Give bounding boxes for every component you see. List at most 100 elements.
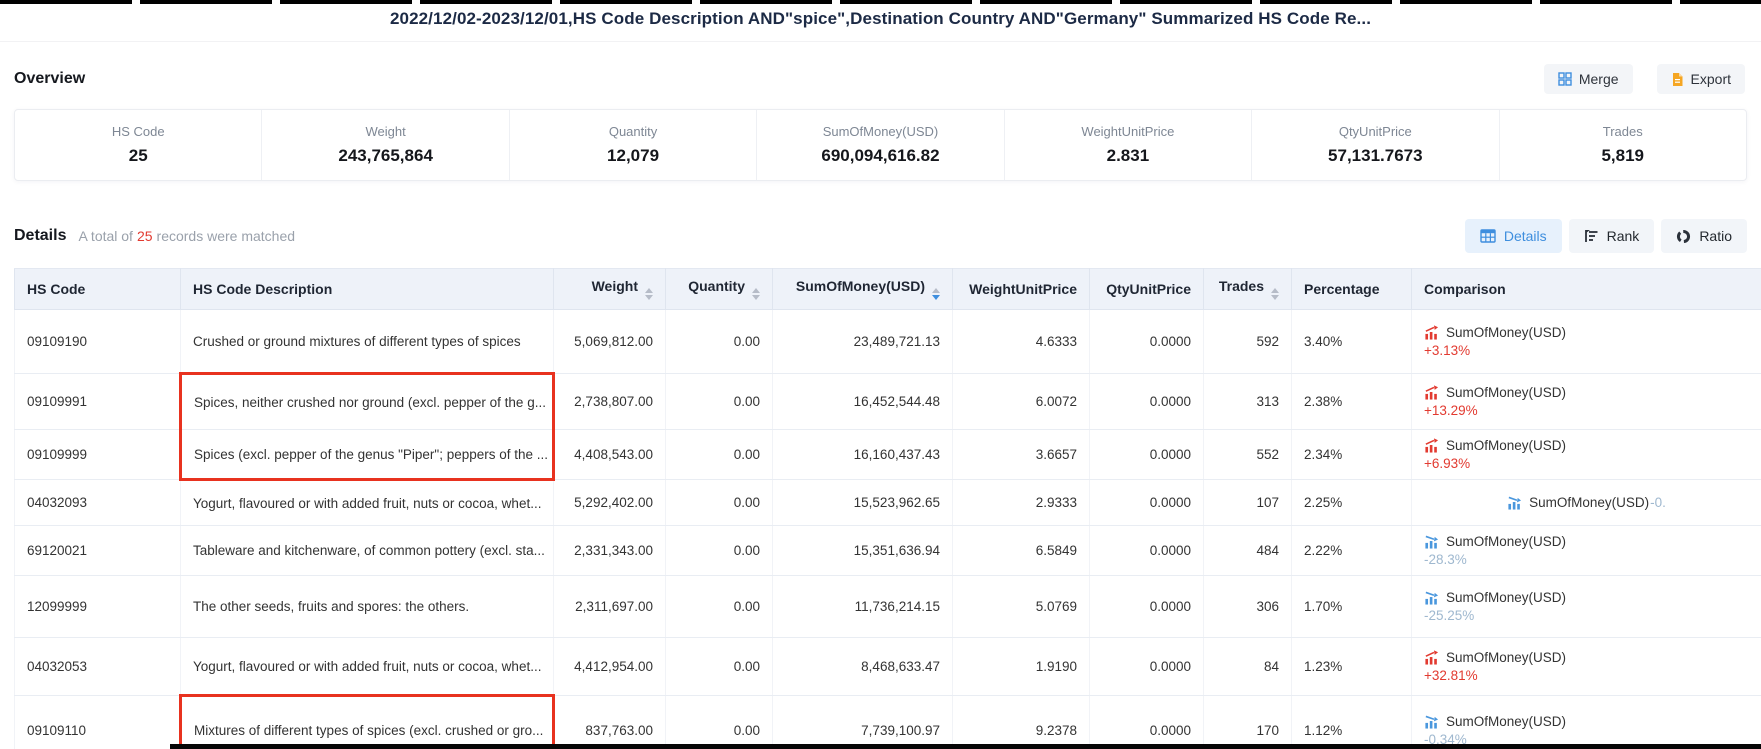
qty-unit-price-cell: 0.0000 bbox=[1089, 695, 1204, 749]
table-row[interactable]: 09109190 Crushed or ground mixtures of di… bbox=[14, 309, 1761, 374]
qty-unit-price-cell: 0.0000 bbox=[1089, 309, 1204, 374]
description-cell: Yogurt, flavoured or with added fruit, n… bbox=[180, 479, 554, 526]
quantity-cell: 0.00 bbox=[665, 429, 773, 480]
comparison-value: -28.3% bbox=[1424, 552, 1467, 567]
view-switch: Details Rank Ratio bbox=[1464, 219, 1747, 253]
sort-carets-icon[interactable] bbox=[1271, 288, 1279, 300]
rank-icon bbox=[1584, 229, 1599, 243]
weight-unit-price-cell: 6.0072 bbox=[952, 373, 1090, 430]
col-header-weight[interactable]: Weight bbox=[553, 268, 666, 310]
trades-cell: 313 bbox=[1203, 373, 1292, 430]
table-icon bbox=[1480, 229, 1496, 243]
col-header-quantity[interactable]: Quantity bbox=[665, 268, 773, 310]
table-row[interactable]: 04032053 Yogurt, flavoured or with added … bbox=[14, 637, 1761, 696]
stat-label: HS Code bbox=[111, 124, 165, 139]
qty-unit-price-cell: 0.0000 bbox=[1089, 575, 1204, 638]
trend-down-chart-icon bbox=[1424, 534, 1439, 549]
col-header-percentage: Percentage bbox=[1291, 268, 1412, 310]
description-cell: Spices (excl. pepper of the genus "Piper… bbox=[179, 429, 555, 481]
sort-carets-icon[interactable] bbox=[932, 288, 940, 300]
weight-cell: 837,763.00 bbox=[553, 695, 666, 749]
hs-code-cell: 04032053 bbox=[14, 637, 181, 696]
sum-of-money-cell: 23,489,721.13 bbox=[772, 309, 953, 374]
col-header-qtyunitprice: QtyUnitPrice bbox=[1089, 268, 1204, 310]
col-header-sumofmoney-usd-[interactable]: SumOfMoney(USD) bbox=[772, 268, 953, 310]
qty-unit-price-cell: 0.0000 bbox=[1089, 479, 1204, 526]
stat-value: 25 bbox=[128, 146, 148, 165]
description-cell: Crushed or ground mixtures of different … bbox=[180, 309, 554, 374]
stat-value: 690,094,616.82 bbox=[821, 146, 940, 165]
quantity-cell: 0.00 bbox=[665, 695, 773, 749]
stat-value: 12,079 bbox=[607, 146, 660, 165]
overview-heading: Overview bbox=[14, 70, 86, 87]
weight-cell: 2,738,807.00 bbox=[553, 373, 666, 430]
table-row[interactable]: 09109110 Mixtures of different types of s… bbox=[14, 694, 1761, 749]
overview-section-head: Overview Merge Export bbox=[14, 64, 1745, 94]
tab-ratio[interactable]: Ratio bbox=[1661, 219, 1747, 253]
weight-unit-price-cell: 5.0769 bbox=[952, 575, 1090, 638]
hs-code-cell: 09109110 bbox=[14, 695, 181, 749]
weight-cell: 4,408,543.00 bbox=[553, 429, 666, 480]
trend-up-chart-icon bbox=[1424, 325, 1439, 340]
percentage-cell: 1.23% bbox=[1291, 637, 1412, 696]
quantity-cell: 0.00 bbox=[665, 637, 773, 696]
table-header-row: HS Code HS Code Description Weight Quantity… bbox=[14, 268, 1761, 310]
col-label: QtyUnitPrice bbox=[1106, 281, 1191, 297]
comparison-value: +6.93% bbox=[1424, 456, 1471, 471]
weight-cell: 4,412,954.00 bbox=[553, 637, 666, 696]
col-label: HS Code Description bbox=[193, 281, 333, 297]
comparison-value: +13.29% bbox=[1424, 403, 1478, 418]
table-row[interactable]: 69120021 Tableware and kitchenware, of co… bbox=[14, 525, 1761, 576]
weight-unit-price-cell: 2.9333 bbox=[952, 479, 1090, 526]
comparison-metric-label: SumOfMoney(USD) bbox=[1446, 650, 1567, 665]
percentage-cell: 3.40% bbox=[1291, 309, 1412, 374]
trades-cell: 170 bbox=[1203, 695, 1292, 749]
trend-up-chart-icon bbox=[1424, 650, 1439, 665]
comparison-cell: SumOfMoney(USD) +3.13% bbox=[1411, 309, 1761, 374]
weight-unit-price-cell: 9.2378 bbox=[952, 695, 1090, 749]
table-row[interactable]: 09109999 Spices (excl. pepper of the genu… bbox=[14, 429, 1761, 481]
col-header-hs-code-description: HS Code Description bbox=[180, 268, 554, 310]
sum-of-money-cell: 11,736,214.15 bbox=[772, 575, 953, 638]
hs-code-cell: 12099999 bbox=[14, 575, 181, 638]
qty-unit-price-cell: 0.0000 bbox=[1089, 525, 1204, 576]
stat-card: QtyUnitPrice 57,131.7673 bbox=[1252, 110, 1500, 180]
quantity-cell: 0.00 bbox=[665, 309, 773, 374]
table-row[interactable]: 04032093 Yogurt, flavoured or with added … bbox=[14, 479, 1761, 526]
comparison-metric-label: SumOfMoney(USD) bbox=[1529, 495, 1650, 510]
comparison-cell: SumOfMoney(USD) +13.29% bbox=[1411, 373, 1761, 430]
sum-of-money-cell: 16,160,437.43 bbox=[772, 429, 953, 480]
col-header-trades[interactable]: Trades bbox=[1203, 268, 1292, 310]
sort-carets-icon[interactable] bbox=[752, 288, 760, 300]
comparison-cell: SumOfMoney(USD) +32.81% bbox=[1411, 637, 1761, 696]
table-row[interactable]: 09109991 Spices, neither crushed nor grou… bbox=[14, 372, 1761, 430]
comparison-cell: SumOfMoney(USD) -0.34% bbox=[1411, 695, 1761, 749]
details-heading: Details bbox=[14, 227, 67, 244]
stat-card: Trades 5,819 bbox=[1500, 110, 1746, 180]
export-button[interactable]: Export bbox=[1656, 64, 1745, 94]
comparison-cell: SumOfMoney(USD) -25.25% bbox=[1411, 575, 1761, 638]
weight-unit-price-cell: 4.6333 bbox=[952, 309, 1090, 374]
merge-button[interactable]: Merge bbox=[1543, 64, 1633, 94]
col-header-hs-code: HS Code bbox=[14, 268, 181, 310]
details-table-wrap: HS Code HS Code Description Weight Quantity… bbox=[14, 268, 1761, 749]
trend-up-chart-icon bbox=[1424, 385, 1439, 400]
tab-details[interactable]: Details bbox=[1464, 219, 1562, 253]
comparison-cell: SumOfMoney(USD) -28.3% bbox=[1411, 525, 1761, 576]
trend-down-chart-icon bbox=[1507, 495, 1522, 510]
overview-actions: Merge Export bbox=[1543, 64, 1745, 94]
trades-cell: 484 bbox=[1203, 525, 1292, 576]
trend-down-chart-icon bbox=[1424, 590, 1439, 605]
merge-label: Merge bbox=[1578, 71, 1619, 87]
percentage-cell: 1.70% bbox=[1291, 575, 1412, 638]
stat-card: WeightUnitPrice 2.831 bbox=[1005, 110, 1253, 180]
tab-rank[interactable]: Rank bbox=[1568, 219, 1655, 253]
percentage-cell: 2.38% bbox=[1291, 373, 1412, 430]
sort-carets-icon[interactable] bbox=[645, 288, 653, 300]
comparison-metric-label: SumOfMoney(USD) bbox=[1446, 438, 1567, 453]
stat-label: QtyUnitPrice bbox=[1338, 124, 1412, 139]
stat-card: HS Code 25 bbox=[15, 110, 263, 180]
comparison-value: +32.81% bbox=[1424, 668, 1478, 683]
trend-up-chart-icon bbox=[1424, 438, 1439, 453]
table-row[interactable]: 12099999 The other seeds, fruits and spor… bbox=[14, 575, 1761, 638]
